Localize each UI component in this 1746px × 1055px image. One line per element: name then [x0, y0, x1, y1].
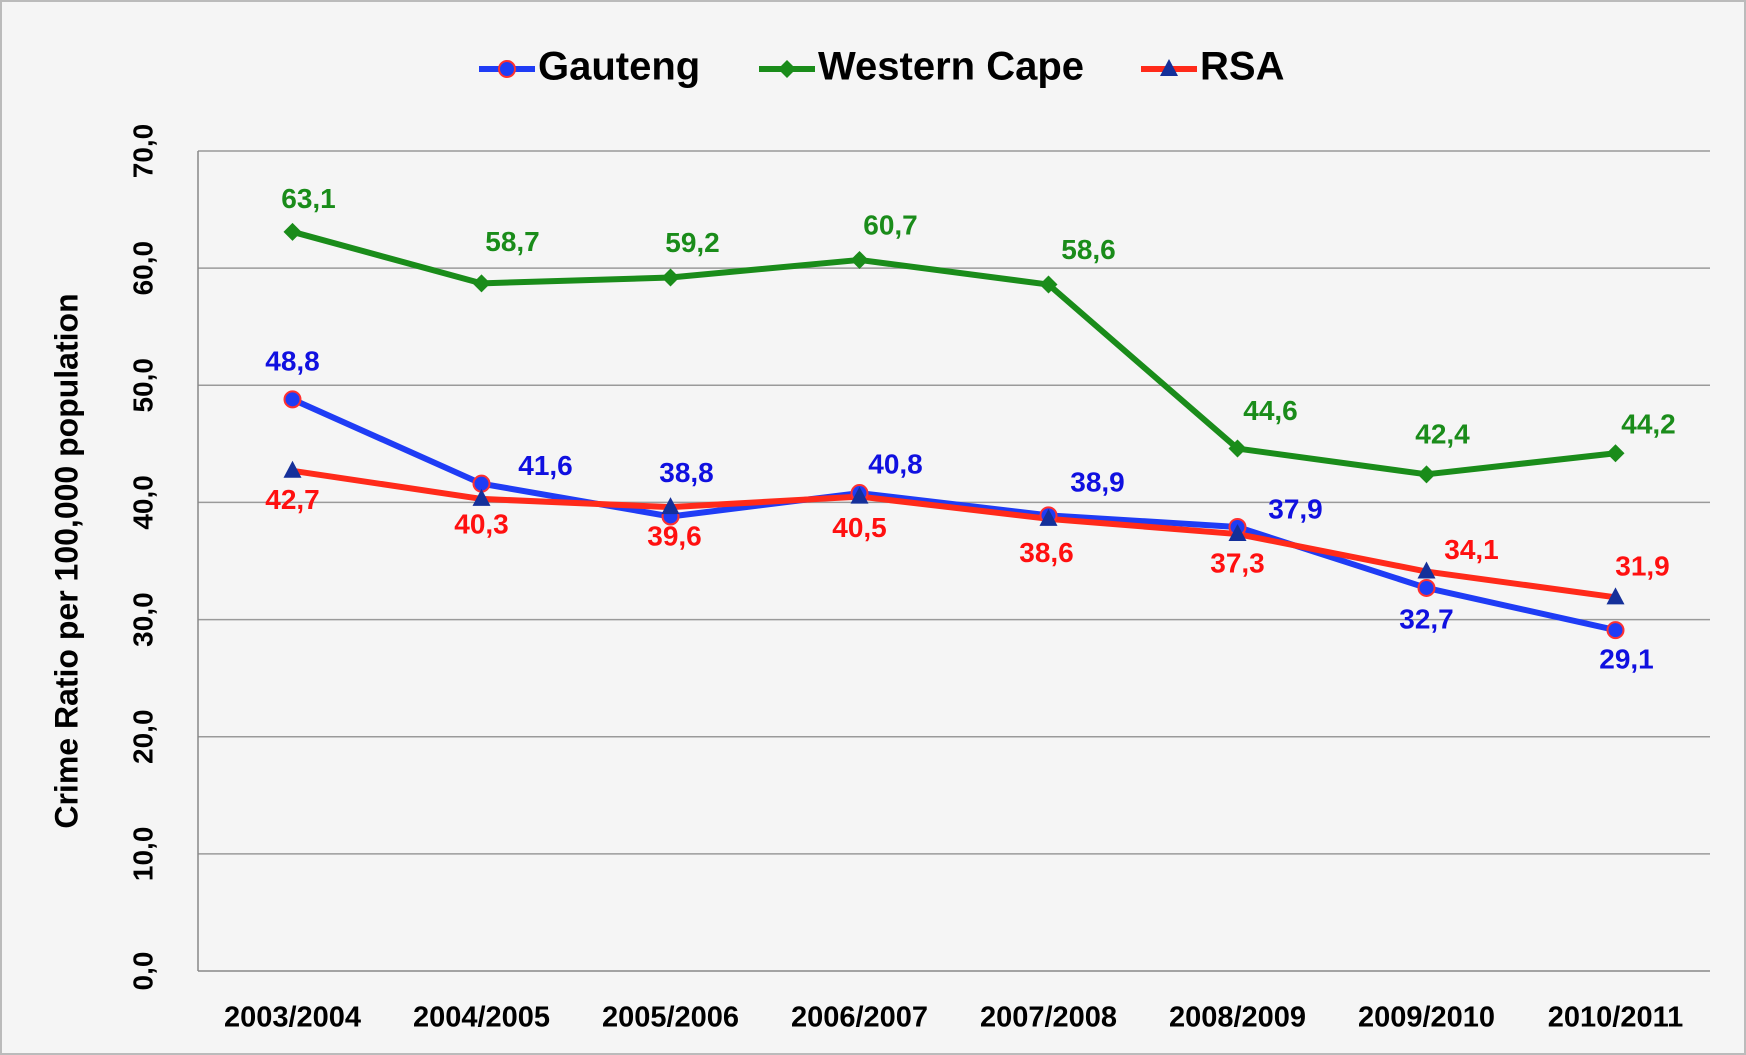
data-point	[1606, 587, 1625, 605]
data-point	[1228, 524, 1247, 542]
data-label: 59,2	[665, 227, 720, 258]
series-line	[291, 228, 1616, 478]
data-label: 58,6	[1061, 234, 1116, 265]
legend-marker	[778, 60, 796, 78]
data-label: 44,6	[1243, 395, 1298, 426]
data-point	[1606, 444, 1625, 463]
data-label: 40,5	[832, 512, 887, 543]
data-point	[1417, 578, 1436, 597]
legend-label: RSA	[1200, 45, 1284, 89]
y-tick-label: 30,0	[127, 592, 158, 647]
data-point	[472, 488, 491, 506]
data-label: 37,9	[1268, 493, 1323, 524]
data-point	[1228, 439, 1247, 458]
data-label: 38,8	[659, 457, 714, 488]
data-label: 40,8	[868, 448, 923, 479]
data-point	[850, 250, 869, 269]
x-tick-label: 2010/2011	[1548, 1002, 1683, 1034]
y-axis-label: Crime Ratio per 100,000 population	[48, 293, 84, 828]
data-label: 29,1	[1599, 644, 1654, 675]
data-point	[1606, 621, 1625, 640]
data-point	[283, 222, 302, 241]
data-label: 38,6	[1019, 537, 1074, 568]
x-tick-label: 2008/2009	[1169, 1002, 1306, 1034]
x-tick-label: 2006/2007	[791, 1002, 928, 1034]
data-point	[1417, 465, 1436, 484]
data-label: 60,7	[863, 209, 918, 240]
y-tick-label: 50,0	[127, 358, 158, 413]
data-point	[283, 390, 302, 409]
y-tick-label: 40,0	[127, 475, 158, 530]
data-label: 58,7	[485, 226, 540, 257]
data-label: 44,2	[1621, 409, 1676, 440]
legend-label: Western Cape	[818, 45, 1084, 89]
data-label: 39,6	[647, 521, 702, 552]
data-label: 42,4	[1415, 419, 1470, 450]
legend-marker	[498, 60, 516, 78]
data-point	[850, 486, 869, 504]
y-tick-label: 10,0	[127, 827, 158, 882]
y-tick-label: 70,0	[127, 124, 158, 179]
data-label: 48,8	[265, 346, 320, 377]
x-tick-label: 2009/2010	[1358, 1002, 1495, 1034]
data-label: 42,7	[265, 484, 320, 515]
data-label: 34,1	[1444, 534, 1499, 565]
legend: Gauteng Western Cape RSA	[479, 45, 1284, 89]
series-line	[292, 467, 1616, 601]
data-point	[472, 274, 491, 293]
series-line	[291, 396, 1617, 634]
data-point	[283, 460, 302, 478]
data-point	[1039, 508, 1058, 526]
x-tick-label: 2005/2006	[602, 1002, 739, 1034]
x-tick-label: 2007/2008	[980, 1002, 1117, 1034]
x-tick-label: 2004/2005	[413, 1002, 550, 1034]
y-tick-label: 0,0	[127, 952, 158, 991]
data-label: 40,3	[454, 508, 509, 539]
data-label: 31,9	[1615, 551, 1670, 582]
legend-marker	[1160, 59, 1178, 76]
data-label: 32,7	[1399, 603, 1454, 634]
data-point	[661, 497, 680, 515]
x-tick-label: 2003/2004	[224, 1002, 361, 1034]
y-tick-label: 60,0	[127, 241, 158, 296]
legend-label: Gauteng	[538, 45, 700, 89]
data-label: 38,9	[1070, 467, 1125, 498]
y-tick-label: 20,0	[127, 709, 158, 764]
data-label: 63,1	[281, 183, 336, 214]
data-label: 37,3	[1210, 547, 1265, 578]
data-label: 41,6	[518, 450, 573, 481]
data-point	[661, 268, 680, 287]
data-point	[1417, 561, 1436, 579]
data-point	[1039, 275, 1058, 294]
